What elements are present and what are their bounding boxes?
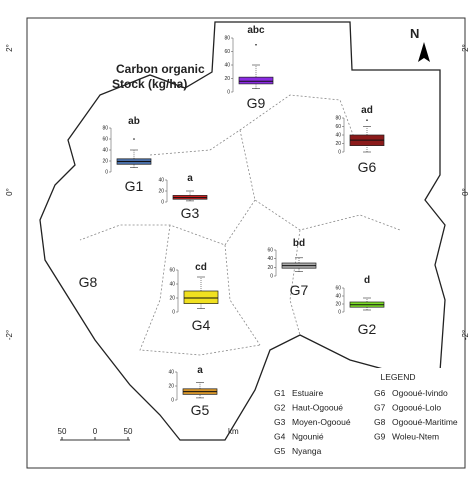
legend-name: Woleu-Ntem	[392, 432, 439, 442]
box-tick-label: 0	[172, 310, 175, 316]
legend-code: G2	[274, 403, 286, 413]
legend-code: G4	[274, 432, 286, 442]
group-letter: ad	[361, 105, 373, 116]
box	[183, 290, 219, 304]
group-letter: a	[187, 173, 193, 184]
scale-tick: 50	[124, 427, 133, 436]
box-tick-label: 60	[267, 248, 273, 254]
legend-name: Nyanga	[292, 446, 322, 456]
box-tick-label: 0	[161, 200, 164, 206]
box-tick-label: 60	[102, 137, 108, 143]
legend-code: G3	[274, 417, 286, 427]
legend-code: G9	[374, 432, 386, 442]
box-tick-label: 80	[335, 116, 341, 122]
group-letter: abc	[247, 25, 265, 36]
box-tick-label: 20	[169, 296, 175, 302]
box-tick-label: 20	[102, 159, 108, 165]
legend-name: Ogooué-Ivindo	[392, 388, 448, 398]
lat-label: 0°	[5, 188, 14, 196]
group-label: G3	[181, 205, 200, 221]
box-tick-label: 40	[158, 178, 164, 184]
box-tick-label: 60	[335, 124, 341, 130]
box-tick-label: 40	[168, 370, 174, 376]
legend-code: G6	[374, 388, 386, 398]
scale-unit: km	[228, 427, 239, 436]
box-tick-label: 80	[102, 126, 108, 132]
lat-label: 2°	[5, 44, 14, 52]
lat-label: -2°	[461, 330, 470, 340]
box	[238, 76, 274, 85]
legend-name: Ogooué-Lolo	[392, 403, 441, 413]
scale-tick: 0	[93, 427, 98, 436]
legend-name: Estuaire	[292, 388, 323, 398]
legend-code: G8	[374, 417, 386, 427]
box-tick-label: 40	[267, 256, 273, 262]
box-tick-label: 80	[224, 36, 230, 42]
box-tick-label: 0	[338, 310, 341, 316]
outlier	[255, 43, 257, 46]
box-tick-label: 40	[169, 282, 175, 288]
group-label: G9	[247, 95, 266, 111]
box-tick-label: 0	[227, 90, 230, 96]
group-label: G2	[358, 321, 377, 337]
title-line: Carbon organic	[116, 62, 205, 76]
group-label: G7	[290, 282, 309, 298]
box-tick-label: 20	[335, 141, 341, 147]
group-letter: d	[364, 275, 370, 286]
box-tick-label: 40	[224, 63, 230, 69]
province-borders	[79, 94, 401, 356]
north-arrow	[418, 42, 430, 62]
group-label: G4	[192, 317, 211, 333]
box-tick-label: 0	[338, 150, 341, 156]
group-label: G6	[358, 159, 377, 175]
lat-label: 2°	[461, 44, 470, 52]
scale-tick: 50	[58, 427, 67, 436]
box-tick-label: 40	[335, 133, 341, 139]
group-label: G5	[191, 402, 210, 418]
outlier	[366, 119, 368, 121]
legend-code: G5	[274, 446, 286, 456]
box-tick-label: 20	[168, 384, 174, 390]
box-tick-label: 60	[169, 268, 175, 274]
box-tick-label: 40	[335, 294, 341, 300]
box-tick-label: 60	[224, 49, 230, 55]
legend-code: G7	[374, 403, 386, 413]
lat-label: -2°	[5, 330, 14, 340]
legend-name: Haut-Ogooué	[292, 403, 343, 413]
box-tick-label: 20	[267, 265, 273, 271]
box-tick-label: 20	[158, 189, 164, 195]
legend-title: LEGEND	[381, 372, 416, 382]
legend-code: G1	[274, 388, 286, 398]
legend-box	[268, 368, 460, 460]
box-tick-label: 60	[335, 286, 341, 292]
box-tick-label: 0	[171, 398, 174, 404]
legend-name: Ogooué-Maritime	[392, 417, 458, 427]
outlier	[133, 138, 135, 140]
box-tick-label: 40	[102, 148, 108, 154]
box-tick-label: 0	[270, 274, 273, 280]
north-label: N	[410, 26, 419, 41]
group-letter: ab	[128, 116, 140, 127]
region-label: G8	[79, 274, 98, 290]
group-label: G1	[125, 178, 144, 194]
title-line: Stock (kg/ha)	[112, 77, 187, 91]
legend-name: Ngounié	[292, 432, 324, 442]
group-letter: bd	[293, 238, 305, 249]
box-tick-label: 0	[105, 170, 108, 176]
box-tick-label: 20	[335, 302, 341, 308]
group-letter: cd	[195, 262, 207, 273]
box-tick-label: 20	[224, 76, 230, 82]
group-letter: a	[197, 365, 203, 376]
lat-label: 0°	[461, 188, 470, 196]
legend-name: Moyen-Ogooué	[292, 417, 351, 427]
